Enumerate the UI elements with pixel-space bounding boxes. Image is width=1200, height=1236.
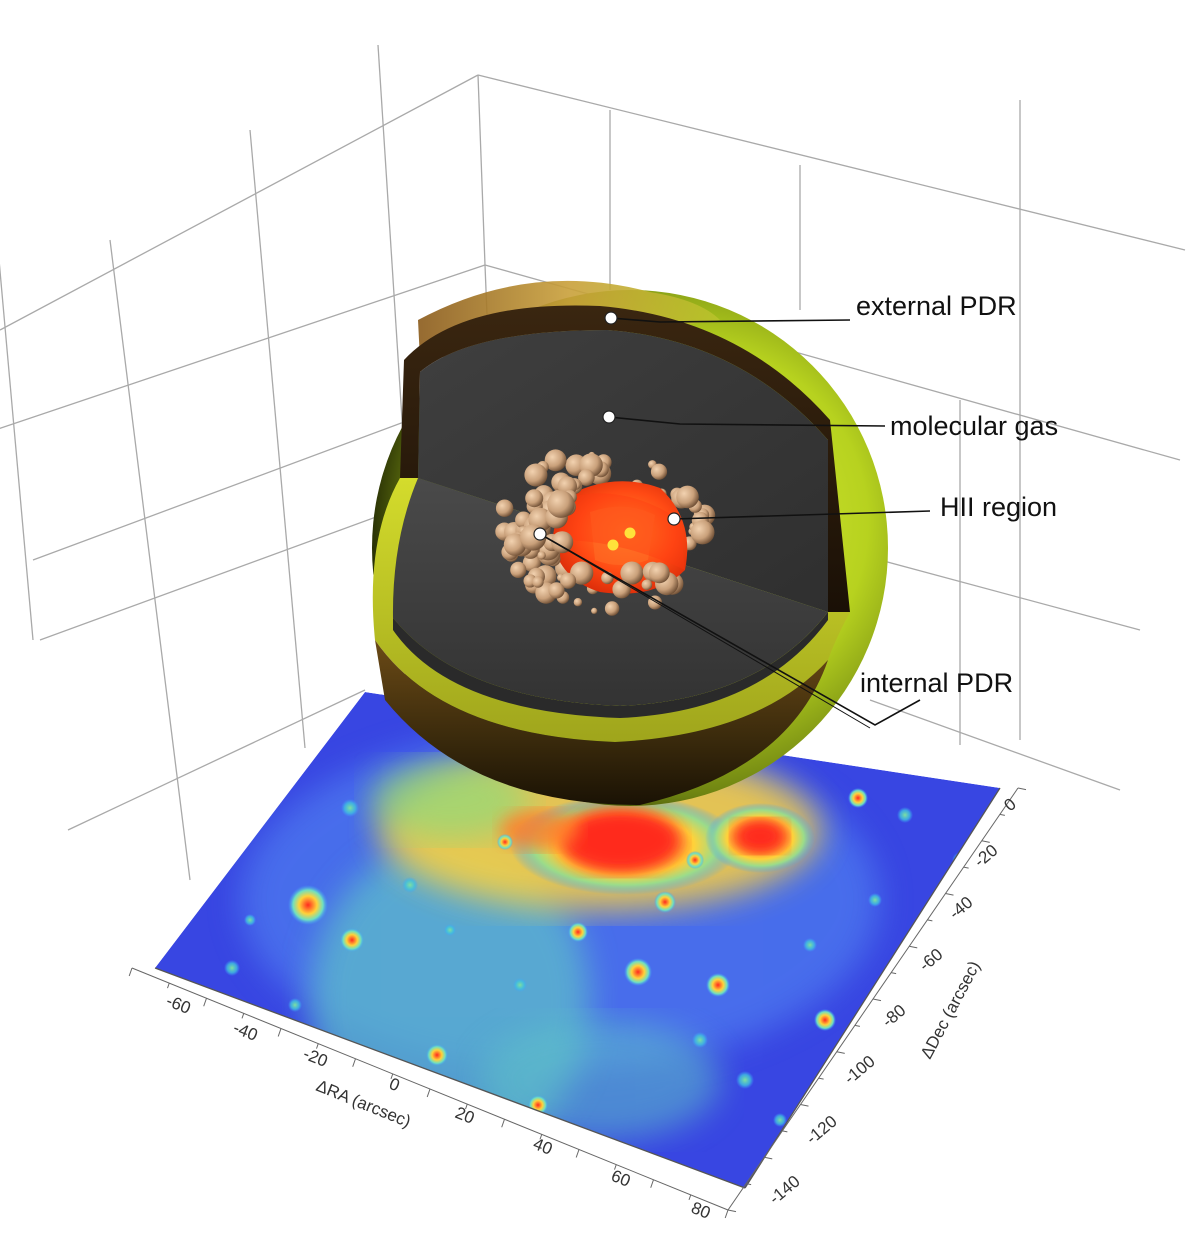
hii-region (495, 449, 716, 616)
dec-tick-mark (891, 972, 897, 975)
ra-tick-mark (316, 1043, 319, 1049)
dec-tick-mark (854, 1024, 860, 1027)
pdr-clump (532, 576, 544, 588)
ra-tick-label: 0 (387, 1074, 403, 1095)
pdr-clump (620, 561, 644, 585)
internal-pdr-marker (533, 527, 547, 541)
ra-tick-label: -40 (231, 1018, 261, 1045)
pdr-clump (560, 572, 577, 589)
dec-tick-label: -100 (840, 1052, 878, 1088)
molecular-gas-back (418, 330, 828, 612)
dec-tick-label: -20 (970, 841, 1001, 871)
ra-tick-mark (241, 1013, 245, 1019)
dec-tick-mark (872, 998, 882, 1002)
pdr-clump (676, 485, 699, 509)
ra-tick-mark (203, 998, 207, 1007)
pdr-clump (648, 562, 670, 584)
dec-tick-mark (746, 1183, 752, 1186)
hii-region-label: HII region (940, 492, 1057, 522)
dec-tick-mark (782, 1130, 788, 1133)
dec-tick-mark (727, 1209, 737, 1213)
ra-tick-label: -60 (164, 991, 194, 1018)
hii-region-marker (667, 512, 681, 526)
hii-region-leader (673, 510, 931, 520)
pdr-clump (495, 499, 514, 517)
ra-tick-mark (128, 967, 133, 977)
dec-tick-mark (909, 945, 918, 949)
pdr-clump (690, 520, 715, 545)
internal-pdr-label: internal PDR (860, 668, 1013, 698)
back-shell-rim (400, 305, 850, 612)
pdr-clump (650, 463, 668, 480)
pdr-clump (604, 601, 620, 616)
external-pdr-label: external PDR (856, 291, 1017, 321)
dec-tick-mark (945, 893, 954, 896)
dec-tick-label: -140 (765, 1172, 803, 1208)
dec-tick-mark (927, 919, 933, 922)
dec-tick-label: -40 (945, 893, 976, 923)
pdr-clump (547, 490, 575, 518)
dec-tick-label: 0 (1000, 794, 1019, 815)
ra-tick-mark (688, 1194, 692, 1201)
dec-tick-mark (800, 1104, 809, 1107)
ra-tick-mark (539, 1134, 543, 1140)
dec-tick-mark (999, 813, 1005, 816)
pdr-clump (612, 580, 631, 599)
molecular-gas-marker (602, 410, 616, 424)
pdr-clump (591, 607, 598, 615)
annotations (539, 317, 931, 729)
pdr-clump (573, 598, 583, 607)
dec-tick-mark (963, 866, 969, 869)
pdr-sphere (372, 280, 888, 806)
pdr-clump (570, 561, 594, 585)
pdr-clump (551, 531, 574, 554)
molecular-gas-leader (608, 416, 886, 427)
ra-tick-mark (575, 1149, 580, 1158)
ionizing-star (624, 527, 636, 539)
pdr-clump (510, 561, 527, 579)
pdr-clump (544, 449, 567, 472)
pdr-clump (525, 489, 544, 508)
ra-tick-mark (650, 1179, 654, 1188)
internal-pdr-leader (539, 533, 921, 726)
dec-tick-mark (1017, 787, 1027, 791)
dec-tick-mark (981, 840, 990, 843)
ra-tick-label: 80 (689, 1198, 714, 1223)
dec-tick-label: -80 (878, 1001, 909, 1031)
marker-dots (533, 311, 681, 541)
external-pdr-leader (610, 317, 851, 323)
ra-tick-mark (614, 1164, 617, 1170)
pdr-clump (537, 551, 546, 560)
ra-tick-mark (501, 1119, 505, 1128)
molecular-gas-label: molecular gas (890, 411, 1058, 441)
front-shell-underside (375, 640, 828, 805)
external-pdr-marker (604, 311, 618, 325)
pdr-clump (548, 582, 565, 599)
ra-tick-mark (167, 982, 170, 989)
ra-tick-mark (390, 1073, 394, 1080)
plane-frame (128, 787, 1027, 1219)
ra-tick-mark (352, 1058, 356, 1067)
dec-tick-mark (818, 1077, 824, 1080)
ra-tick-label: -20 (301, 1044, 331, 1071)
dec-tick-label: -60 (915, 945, 946, 975)
dec-tick-mark (836, 1051, 845, 1054)
ionizing-star (607, 539, 619, 551)
dec-tick-mark (764, 1156, 773, 1160)
ra-tick-mark (277, 1028, 282, 1037)
ra-tick-mark (465, 1103, 468, 1110)
ra-tick-mark (426, 1088, 431, 1098)
dec-tick-label: -120 (802, 1112, 840, 1148)
ra-tick-mark (724, 1209, 729, 1219)
pdr-clump (524, 463, 548, 487)
pdr-clump (641, 579, 653, 591)
pdr-clump (578, 469, 595, 486)
